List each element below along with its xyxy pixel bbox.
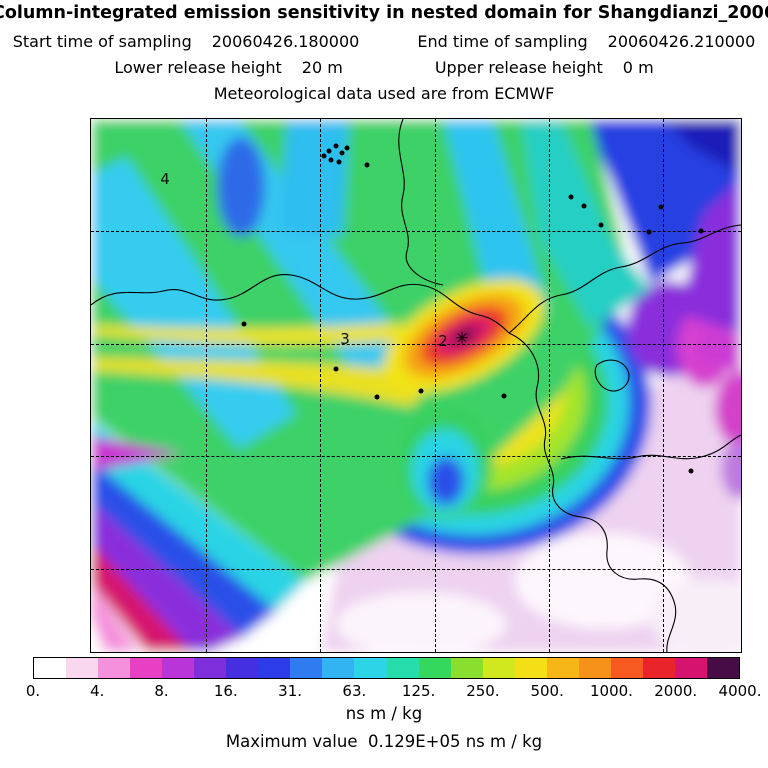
colorbar-cell <box>162 658 195 678</box>
grid-line-vertical <box>663 119 664 652</box>
grid-layer <box>91 119 741 652</box>
city-dot <box>336 159 342 165</box>
colorbar-cell <box>482 658 515 678</box>
nest-domain-label: 2 <box>438 332 448 350</box>
city-dot <box>374 394 380 400</box>
colorbar-cell <box>674 658 707 678</box>
colorbar-tick-label: 4000. <box>718 682 762 700</box>
colorbar <box>33 657 740 679</box>
sensitivity-map: 4 3 2 ✳ <box>90 118 742 653</box>
nest-domain-label: 3 <box>340 330 350 348</box>
colorbar-cell <box>450 658 483 678</box>
colorbar-tick-label: 2000. <box>654 682 698 700</box>
station-marker-icon: ✳ <box>455 328 469 348</box>
plot-title: Column-integrated emission sensitivity i… <box>0 3 768 23</box>
sensitivity-field <box>91 119 741 652</box>
city-dot <box>418 388 424 394</box>
coastline-borders <box>91 119 741 652</box>
colorbar-tick-label: 0. <box>25 682 41 700</box>
city-dot <box>364 162 370 168</box>
city-dot <box>333 366 339 372</box>
grid-line-vertical <box>435 119 436 652</box>
city-dot <box>658 204 664 210</box>
end-time-value: 20060426.210000 <box>607 32 756 51</box>
nest-domain-label: 4 <box>160 170 170 188</box>
grid-line-vertical <box>206 119 207 652</box>
city-dot <box>646 229 652 235</box>
colorbar-tick-label: 16. <box>213 682 238 700</box>
city-dot <box>328 157 334 163</box>
end-time-label: End time of sampling <box>417 32 588 51</box>
sampling-times-line: Start time of sampling 20060426.180000 En… <box>0 32 768 51</box>
upper-release-label: Upper release height <box>434 58 603 77</box>
met-data-line: Meteorological data used are from ECMWF <box>213 84 555 103</box>
grid-line-horizontal <box>91 456 741 457</box>
colorbar-cell <box>610 658 643 678</box>
upper-release-height: Upper release height 0 m <box>435 58 654 77</box>
start-time: Start time of sampling 20060426.180000 <box>13 32 360 51</box>
colorbar-cell <box>706 658 740 678</box>
colorbar-cell <box>642 658 675 678</box>
city-dot <box>339 150 345 156</box>
colorbar-cell <box>226 658 259 678</box>
city-dot <box>344 145 350 151</box>
colorbar-cell <box>578 658 611 678</box>
city-dot <box>698 228 704 234</box>
upper-release-value: 0 m <box>622 58 654 77</box>
colorbar-tick-label: 500. <box>530 682 564 700</box>
city-dot <box>241 321 247 327</box>
max-value-line: Maximum value 0.129E+05 ns m / kg <box>225 732 543 751</box>
colorbar-cell <box>418 658 451 678</box>
colorbar-cell <box>194 658 227 678</box>
grid-line-vertical <box>320 119 321 652</box>
field-blobs <box>91 119 741 652</box>
end-time: End time of sampling 20060426.210000 <box>417 32 755 51</box>
colorbar-labels: 0. 4. 8. 16. 31. 63. 125. 250. 500. 1000. 2000. 400… <box>26 682 762 700</box>
lower-release-height: Lower release height 20 m <box>114 58 342 77</box>
colorbar-cell <box>546 658 579 678</box>
colorbar-cell <box>258 658 291 678</box>
colorbar-cell <box>130 658 163 678</box>
lower-release-value: 20 m <box>301 58 343 77</box>
colorbar-cell <box>354 658 387 678</box>
city-dot <box>326 148 332 154</box>
colorbar-cell <box>386 658 419 678</box>
colorbar-cell <box>514 658 547 678</box>
lower-release-label: Lower release height <box>114 58 282 77</box>
colorbar-cell <box>34 658 67 678</box>
city-dot <box>333 143 339 149</box>
colorbar-cell <box>98 658 131 678</box>
colorbar-tick-label: 250. <box>466 682 500 700</box>
start-time-value: 20060426.180000 <box>211 32 360 51</box>
city-dot <box>688 468 694 474</box>
grid-line-vertical <box>549 119 550 652</box>
colorbar-tick-label: 125. <box>401 682 436 700</box>
colorbar-units: ns m / kg <box>345 704 423 723</box>
city-dot <box>568 194 574 200</box>
city-dot <box>581 203 587 209</box>
start-time-label: Start time of sampling <box>12 32 192 51</box>
grid-line-horizontal <box>91 231 741 232</box>
city-dot <box>501 393 507 399</box>
colorbar-cell <box>290 658 323 678</box>
grid-line-horizontal <box>91 569 741 570</box>
colorbar-cell <box>66 658 99 678</box>
colorbar-wrap: 0. 4. 8. 16. 31. 63. 125. 250. 500. 1000. 2000. 400… <box>26 657 762 700</box>
grid-line-horizontal <box>91 344 741 345</box>
release-heights-line: Lower release height 20 m Upper release h… <box>0 58 768 77</box>
city-dot <box>321 153 327 159</box>
colorbar-tick-label: 63. <box>342 682 367 700</box>
city-dot <box>598 222 604 228</box>
colorbar-tick-label: 1000. <box>589 682 633 700</box>
colorbar-tick-label: 4. <box>90 682 105 700</box>
colorbar-tick-label: 31. <box>278 682 303 700</box>
colorbar-cell <box>322 658 355 678</box>
colorbar-tick-label: 8. <box>154 682 169 700</box>
map-overlay: 4 3 2 ✳ <box>91 119 741 652</box>
